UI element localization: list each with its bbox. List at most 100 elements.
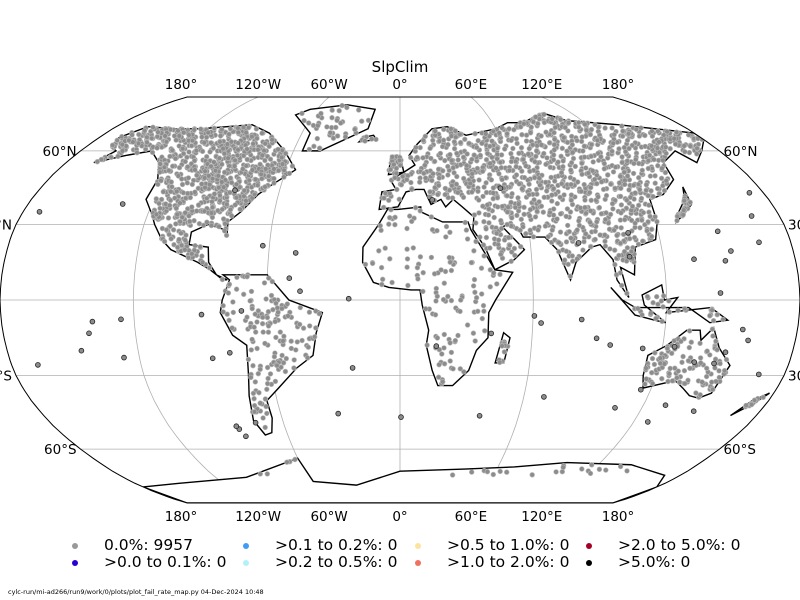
station-dot [447,151,453,158]
station-dot [170,227,177,233]
station-dot [534,208,540,215]
station-dot [667,365,673,372]
station-dot [271,166,277,172]
station-dot [404,256,411,262]
station-dot [301,117,307,124]
station-dot [417,208,423,214]
map-area [0,97,800,503]
station-dot [215,207,221,214]
station-dot [476,177,482,183]
station-dot [211,191,218,197]
station-dot [136,131,142,138]
station-dot [443,234,449,240]
station-dot [233,181,240,188]
station-dot [442,191,448,198]
station-dot [563,213,569,220]
station-dot [448,349,455,356]
station-dot [480,203,486,209]
station-dot [376,248,382,254]
station-dot [430,171,436,177]
station-dot [185,175,192,181]
station-dot [272,378,279,385]
station-dot [565,261,571,267]
station-dot [173,221,179,227]
station-dot [439,351,445,357]
station-dot [483,157,490,163]
station-dot [248,347,255,353]
station-dot [660,293,667,299]
station-dot [632,220,638,226]
station-dot [610,169,617,175]
station-dot [645,158,652,164]
station-dot [262,157,268,164]
station-dot [675,307,681,313]
station-dot [499,203,505,210]
station-dot [710,386,716,393]
station-dot [248,184,255,190]
station-dot [611,227,617,233]
station-dot [710,333,716,339]
station-dot [286,275,293,282]
station-dot [226,131,232,137]
station-dot [189,181,196,188]
station-dot [437,150,444,157]
longitude-label: 120°W [235,77,281,93]
station-dot [475,308,481,314]
station-dot [161,164,168,171]
station-dot [527,206,534,213]
station-dot [549,227,555,233]
station-dot [223,232,230,239]
station-dot [292,250,299,256]
station-dot [381,195,387,201]
station-dot [215,173,222,179]
station-dot [748,401,755,408]
station-dot [182,237,188,243]
latitude-label-left: 60°S [44,442,77,458]
station-dot [703,373,710,380]
station-dot [507,242,513,249]
station-dot [457,139,464,146]
station-dot [184,180,191,186]
station-dot [149,135,155,142]
legend-marker [415,560,421,566]
station-dot [448,126,454,132]
station-dot [144,139,150,146]
station-dot [283,355,289,362]
station-dot [504,221,510,228]
station-dot [178,230,184,236]
station-dot [694,151,700,157]
station-dot [624,137,631,144]
station-dot [313,308,319,314]
station-dot [512,158,519,165]
latitude-label-right: 30°S [788,369,800,385]
station-dot [471,152,477,158]
station-dot [622,181,628,188]
station-dot [387,256,393,262]
station-dot [447,358,453,364]
station-dot [338,120,344,126]
station-dot [594,181,600,187]
station-dot [746,190,753,196]
station-dot [404,264,410,270]
station-dot [587,244,594,250]
station-dot [755,371,762,378]
station-dot [565,120,572,126]
station-dot [593,335,600,342]
station-dot [249,133,255,140]
station-dot [561,257,568,263]
station-dot [697,340,703,346]
station-dot [498,217,504,224]
station-dot [490,190,496,196]
station-dot [380,276,386,282]
station-dot [509,191,515,197]
station-dot [633,126,639,133]
station-dot [265,323,272,329]
station-dot [602,216,609,223]
station-dot [697,355,704,361]
station-dot [526,181,532,187]
station-dot [561,135,567,141]
station-dot [501,237,508,243]
station-dot [558,181,565,187]
station-dot [664,345,670,352]
station-dot [551,130,557,136]
